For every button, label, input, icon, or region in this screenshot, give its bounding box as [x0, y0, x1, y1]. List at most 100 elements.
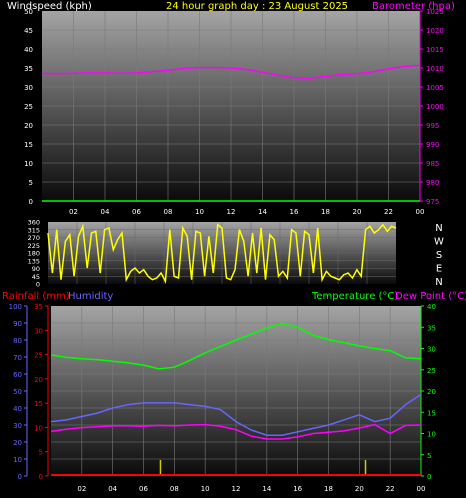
wind-baro-grid — [42, 11, 420, 201]
windspeed-ticks: 0 5 10 15 20 25 30 35 40 45 50 — [24, 8, 33, 206]
compass-label: S — [436, 250, 442, 261]
x-tick-label: 16 — [293, 485, 302, 493]
x-tick-label: 10 — [195, 208, 204, 216]
humidity-tick-label: 50 — [13, 388, 22, 396]
windspeed-tick-label: 10 — [24, 160, 33, 168]
windspeed-tick-label: 5 — [29, 179, 33, 187]
windspeed-axis-label: Windspeed (kph) — [7, 1, 92, 12]
rainfall-tick-label: 5 — [39, 449, 43, 457]
windspeed-tick-label: 30 — [24, 84, 33, 92]
temperature-ticks: 0 5 10 15 20 25 30 35 40 — [421, 303, 436, 481]
barometer-ticks: 975 980 985 990 995 1000 1005 1010 1015 1020 1025 — [420, 8, 444, 206]
rainfall-tick-label: 0 — [39, 473, 43, 481]
temperature-tick-label: 0 — [427, 473, 431, 481]
direction-tick-label: 90 — [32, 265, 40, 273]
humidity-tick-label: 20 — [13, 439, 22, 447]
compass-label: W — [434, 237, 444, 248]
temperature-series-line — [50, 322, 422, 370]
windspeed-tick-label: 45 — [24, 27, 33, 35]
temperature-tick-label: 10 — [427, 431, 436, 439]
rain-markers — [159, 460, 367, 475]
compass-label: N — [435, 277, 442, 288]
legend-temperature: Temperature (°C) — [311, 291, 398, 302]
temperature-tick-label: 5 — [427, 452, 431, 460]
legend-humidity: Humidity — [68, 291, 113, 302]
direction-tick-label: 135 — [28, 257, 40, 265]
x-tick-label: 00 — [416, 208, 425, 216]
temperature-tick-label: 30 — [427, 346, 436, 354]
windspeed-tick-label: 15 — [24, 141, 33, 149]
chart-title: 24 hour graph day : 23 August 2025 — [166, 1, 348, 12]
x-tick-label: 16 — [290, 208, 299, 216]
temperature-tick-label: 40 — [427, 303, 436, 311]
x-tick-label: 14 — [262, 485, 271, 493]
windspeed-tick-label: 0 — [29, 198, 33, 206]
x-tick-label: 12 — [232, 485, 241, 493]
x-tick-label: 04 — [101, 208, 110, 216]
barometer-tick-label: 975 — [426, 198, 439, 206]
direction-tick-label: 180 — [28, 250, 40, 258]
x-tick-label: 20 — [355, 485, 364, 493]
rainfall-tick-label: 30 — [34, 327, 43, 335]
direction-tick-label: 45 — [32, 273, 40, 281]
humidity-tick-label: 0 — [18, 473, 22, 481]
rainfall-ticks: 0 5 10 15 20 25 30 35 — [34, 303, 48, 481]
barometer-tick-label: 985 — [426, 160, 439, 168]
barometer-tick-label: 1000 — [426, 103, 444, 111]
temperature-tick-label: 15 — [427, 409, 436, 417]
humidity-series-line — [50, 393, 422, 436]
x-tick-label: 08 — [164, 208, 173, 216]
rainfall-tick-label: 15 — [34, 400, 43, 408]
temp-hum-grid — [51, 306, 421, 476]
rainfall-tick-label: 20 — [34, 376, 43, 384]
barometer-series-line — [41, 64, 421, 80]
windspeed-tick-label: 40 — [24, 46, 33, 54]
legend-rainfall: Rainfall (mm) — [2, 291, 70, 302]
direction-tick-label: 315 — [28, 226, 40, 234]
x-tick-label: 22 — [384, 208, 393, 216]
x-tick-label: 10 — [201, 485, 210, 493]
direction-tick-label: 360 — [28, 219, 40, 227]
rainfall-tick-label: 10 — [34, 424, 43, 432]
barometer-tick-label: 1005 — [426, 84, 444, 92]
x-tick-label: 06 — [132, 208, 141, 216]
x-tick-label: 12 — [227, 208, 236, 216]
direction-tick-label: 225 — [28, 242, 40, 250]
humidity-tick-label: 60 — [13, 371, 22, 379]
temperature-tick-label: 20 — [427, 388, 436, 396]
windspeed-tick-label: 25 — [24, 103, 33, 111]
temperature-tick-label: 25 — [427, 367, 436, 375]
x-tick-label: 20 — [353, 208, 362, 216]
compass-label: E — [436, 264, 442, 275]
legend-dewpoint: Dew Point (°C) — [395, 291, 466, 302]
x-tick-label: 00 — [417, 485, 426, 493]
wind-baro-x-ticks: 02 04 06 08 10 12 14 16 18 20 22 00 — [69, 208, 424, 216]
humidity-tick-label: 10 — [13, 456, 22, 464]
humidity-tick-label: 70 — [13, 354, 22, 362]
direction-tick-label: 0 — [36, 281, 40, 289]
barometer-axis-label: Barometer (hpa) — [372, 1, 455, 12]
x-tick-label: 18 — [321, 208, 330, 216]
x-tick-label: 22 — [386, 485, 395, 493]
humidity-tick-label: 40 — [13, 405, 22, 413]
temperature-tick-label: 35 — [427, 324, 436, 332]
direction-tick-label: 270 — [28, 234, 40, 242]
barometer-tick-label: 1025 — [426, 8, 444, 16]
compass-label: N — [435, 223, 442, 234]
windspeed-tick-label: 35 — [24, 65, 33, 73]
x-tick-label: 02 — [77, 485, 86, 493]
windspeed-tick-label: 50 — [24, 8, 33, 16]
x-tick-label: 18 — [324, 485, 333, 493]
windspeed-tick-label: 20 — [24, 122, 33, 130]
rainfall-tick-label: 35 — [34, 303, 43, 311]
wind-direction-series-line — [47, 223, 397, 284]
barometer-tick-label: 1020 — [426, 27, 444, 35]
barometer-tick-label: 1015 — [426, 46, 444, 54]
x-tick-label: 02 — [69, 208, 78, 216]
x-tick-label: 06 — [139, 485, 148, 493]
humidity-tick-label: 30 — [13, 422, 22, 430]
x-tick-label: 08 — [170, 485, 179, 493]
x-tick-label: 04 — [108, 485, 117, 493]
